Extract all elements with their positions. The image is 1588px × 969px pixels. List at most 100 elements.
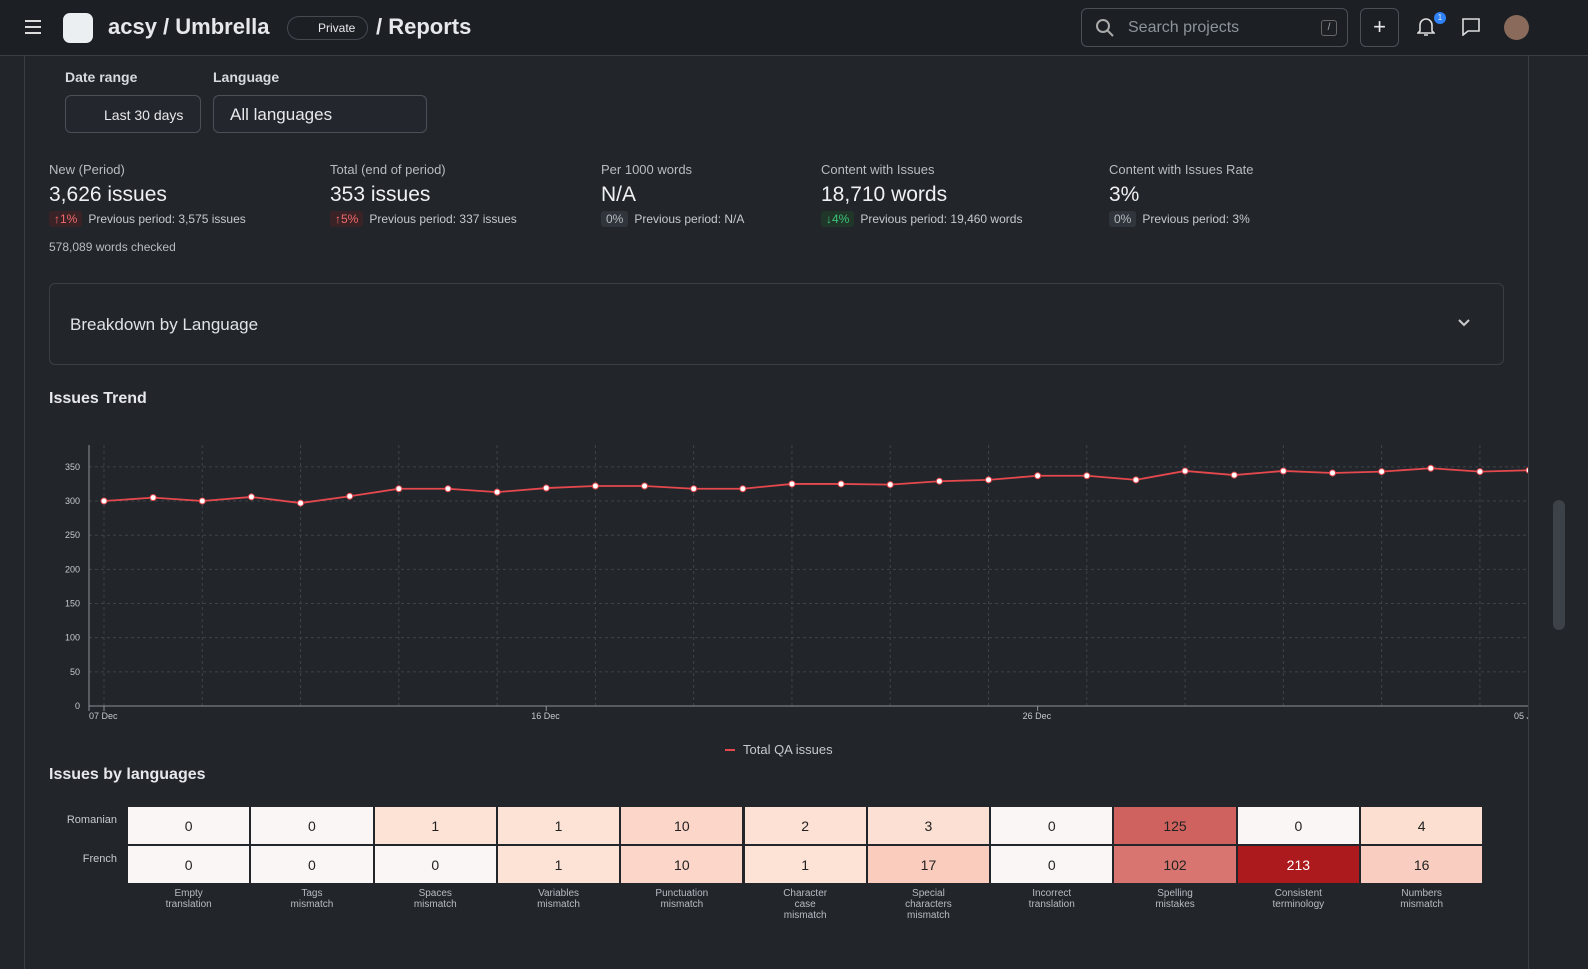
point bbox=[1476, 468, 1484, 476]
heatmap-cell: 10 bbox=[620, 806, 744, 845]
x-tick-label: 07 Dec bbox=[89, 711, 118, 721]
row-label: Romanian bbox=[66, 814, 117, 826]
point bbox=[198, 497, 206, 505]
scrollbar[interactable] bbox=[1553, 500, 1565, 630]
heatmap-cell: 3 bbox=[866, 806, 991, 845]
stat-value: 353 issues bbox=[330, 183, 431, 206]
heatmap-cell: 4 bbox=[1360, 806, 1484, 845]
change-value: 5% bbox=[341, 212, 359, 226]
visibility-badge: Private bbox=[287, 16, 369, 40]
breadcrumb[interactable]: acsy / Umbrella bbox=[108, 14, 270, 39]
notification-badge: 1 bbox=[1434, 12, 1446, 24]
language-select[interactable]: All languages bbox=[213, 95, 427, 133]
stat-value: 18,710 words bbox=[821, 183, 948, 206]
change-value: 1% bbox=[60, 212, 78, 226]
point bbox=[1329, 469, 1336, 477]
point bbox=[591, 482, 599, 490]
search-placeholder: Search projects bbox=[1128, 19, 1240, 36]
point bbox=[297, 499, 305, 507]
stat-change: 0% bbox=[601, 211, 629, 227]
page-title: / Reports bbox=[376, 14, 472, 39]
column-label: Incorrect translation bbox=[1028, 888, 1075, 910]
point bbox=[886, 481, 894, 489]
heatmap-cell: 0 bbox=[127, 806, 251, 845]
heatmap-cell: 17 bbox=[866, 845, 991, 884]
heatmap-cell: 102 bbox=[1113, 845, 1237, 884]
column-label: Special characters mismatch bbox=[905, 888, 952, 921]
stat-previous: Previous period: 3,575 issues bbox=[88, 212, 246, 226]
x-tick-label: 16 Dec bbox=[531, 711, 560, 721]
y-tick-label: 300 bbox=[65, 496, 80, 506]
stat-value: N/A bbox=[601, 183, 637, 206]
heatmap-cell: 1 bbox=[496, 806, 621, 845]
point bbox=[395, 485, 403, 493]
y-tick-label: 200 bbox=[65, 564, 80, 574]
point bbox=[149, 494, 157, 502]
point bbox=[346, 492, 354, 500]
point bbox=[1132, 476, 1140, 484]
point bbox=[788, 480, 796, 488]
stat-change-row: ↓4% Previous period: 19,460 words bbox=[821, 207, 1022, 228]
stat-change: ↑5% bbox=[330, 211, 364, 227]
point bbox=[739, 485, 747, 493]
heatmap-cell: 0 bbox=[373, 845, 497, 884]
column-label: Numbers mismatch bbox=[1400, 888, 1444, 910]
point bbox=[690, 485, 698, 493]
point bbox=[1083, 472, 1091, 480]
heatmap-cell: 1 bbox=[743, 845, 867, 884]
stat-previous: Previous period: N/A bbox=[634, 212, 745, 226]
heatmap-cell: 0 bbox=[990, 806, 1114, 845]
stat-value: 3% bbox=[1109, 183, 1140, 206]
logo[interactable] bbox=[63, 13, 93, 43]
chart-title: Issues Trend bbox=[49, 390, 147, 407]
point bbox=[641, 482, 649, 490]
stat-change: ↓4% bbox=[821, 211, 855, 227]
stat-change: ↑1% bbox=[49, 211, 83, 227]
heatmap-cell: 1 bbox=[496, 845, 621, 884]
stat-previous: Previous period: 19,460 words bbox=[860, 212, 1023, 226]
change-value: 0% bbox=[1114, 212, 1132, 226]
column-label: Consistent terminology bbox=[1272, 888, 1325, 910]
stat-previous: Previous period: 3% bbox=[1142, 212, 1250, 226]
point bbox=[247, 493, 255, 501]
filter-label: Date range bbox=[65, 69, 138, 85]
column-label: Variables mismatch bbox=[537, 888, 580, 910]
stat-card: Total (end of period) 353 issues ↑5% Previo… bbox=[330, 162, 517, 228]
search-box[interactable]: Search projects / bbox=[1081, 8, 1348, 47]
stat-card: Content with Issues 18,710 words ↓4% Previo… bbox=[821, 162, 1022, 228]
point bbox=[1378, 468, 1386, 476]
column-label: Character case mismatch bbox=[783, 888, 828, 921]
heatmap-cell: 16 bbox=[1360, 845, 1484, 884]
stat-change-row: ↑5% Previous period: 337 issues bbox=[330, 207, 517, 228]
chart-title: Issues by languages bbox=[49, 766, 206, 783]
stat-card: Content with Issues Rate 3% 0% Previous per… bbox=[1109, 162, 1254, 228]
stat-change-row: 0% Previous period: 3% bbox=[1109, 207, 1254, 228]
stat-card: Per 1000 words N/A 0% Previous period: N/A bbox=[601, 162, 744, 228]
stat-change: 0% bbox=[1109, 211, 1137, 227]
legend-label: Total QA issues bbox=[743, 742, 833, 757]
breakdown-accordion[interactable]: Breakdown by Language bbox=[49, 283, 1504, 365]
point bbox=[1525, 466, 1528, 474]
stat-label: Total (end of period) bbox=[330, 162, 446, 177]
filter-label: Language bbox=[213, 69, 280, 85]
new-button[interactable]: + bbox=[1360, 8, 1399, 47]
y-tick-label: 250 bbox=[65, 530, 80, 540]
point bbox=[935, 477, 943, 485]
stat-label: Content with Issues Rate bbox=[1109, 162, 1254, 177]
column-label: Spaces mismatch bbox=[413, 888, 457, 910]
avatar[interactable] bbox=[1504, 15, 1529, 40]
messages-button[interactable] bbox=[1462, 18, 1480, 36]
row-label: French bbox=[82, 853, 117, 865]
change-value: 0% bbox=[606, 212, 624, 226]
point bbox=[1279, 467, 1287, 475]
point bbox=[444, 485, 452, 493]
heatmap-cell: 10 bbox=[620, 845, 744, 884]
accordion-title: Breakdown by Language bbox=[70, 315, 259, 334]
x-tick-label: 26 Dec bbox=[1023, 711, 1052, 721]
menu-button[interactable] bbox=[24, 19, 42, 35]
shortcut-key: / bbox=[1321, 20, 1337, 36]
notifications-button[interactable] bbox=[1417, 17, 1435, 37]
date-range-button[interactable]: Last 30 days bbox=[65, 95, 201, 133]
stat-label: New (Period) bbox=[49, 162, 125, 177]
